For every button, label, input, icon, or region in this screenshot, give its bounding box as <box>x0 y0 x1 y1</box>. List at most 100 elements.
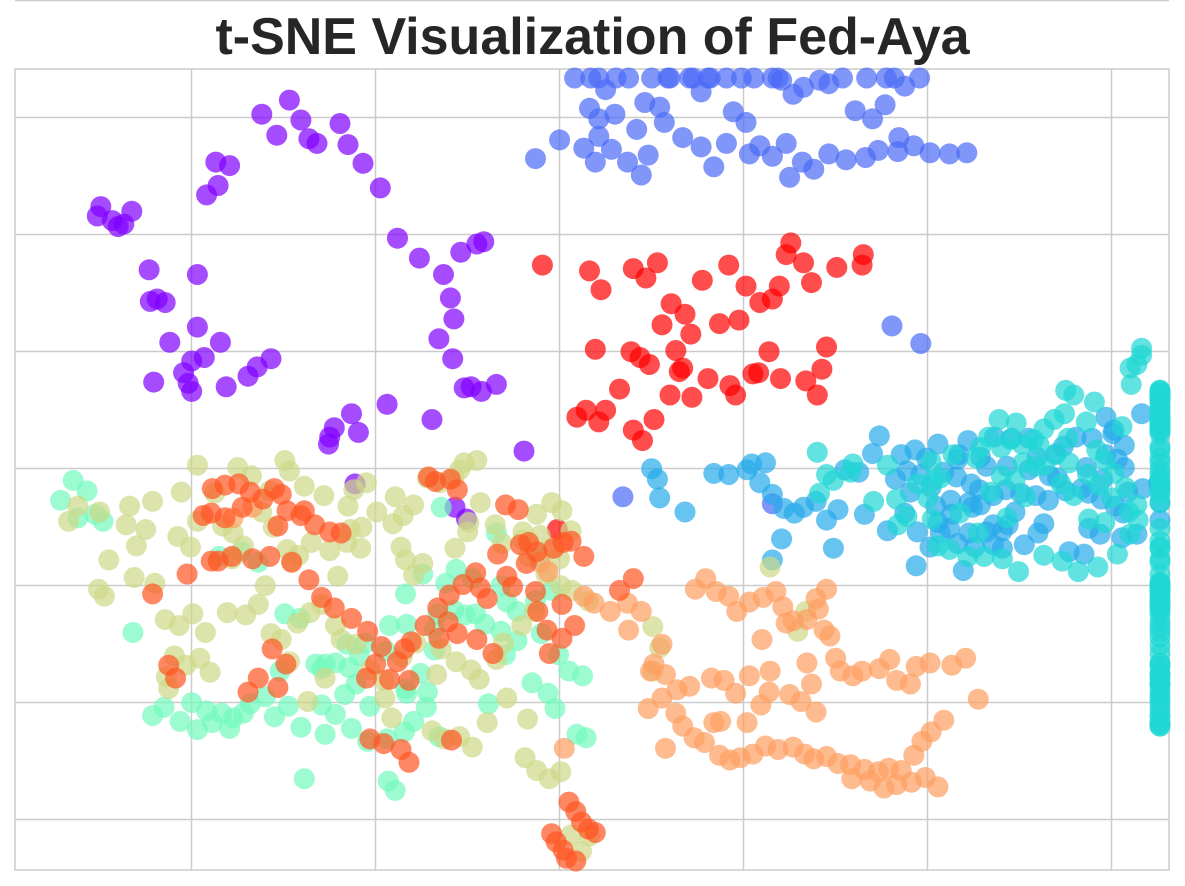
scatter-point <box>142 490 164 512</box>
scatter-point <box>513 440 535 462</box>
scatter-point <box>818 143 840 165</box>
scatter-point <box>461 736 483 758</box>
scatter-point <box>387 227 408 249</box>
scatter-point <box>384 486 406 508</box>
scatter-point <box>485 373 507 395</box>
scatter-point <box>725 384 747 406</box>
scatter-point <box>816 464 837 485</box>
scatter-point <box>293 500 315 522</box>
scatter-point <box>76 480 98 502</box>
scatter-point <box>515 552 537 574</box>
scatter-point <box>927 433 949 455</box>
scatter-point <box>862 108 883 130</box>
scatter-point <box>154 292 176 313</box>
scatter-point <box>444 537 466 559</box>
scatter-point <box>1078 508 1100 530</box>
scatter-point <box>822 537 844 559</box>
scatter-point <box>1131 403 1153 425</box>
scatter-point <box>1013 534 1035 556</box>
scatter-point <box>392 505 414 526</box>
scatter-series-1 <box>525 67 978 515</box>
scatter-point <box>1149 715 1171 737</box>
scatter-point <box>549 129 571 151</box>
scatter-point <box>967 522 989 544</box>
scatter-point <box>381 707 403 729</box>
scatter-point <box>691 269 713 291</box>
scatter-point <box>595 399 617 421</box>
scatter-point <box>537 561 559 583</box>
scatter-point <box>476 712 498 734</box>
scatter-point <box>748 362 770 384</box>
scatter-point <box>795 370 817 392</box>
scatter-point <box>416 681 438 703</box>
scatter-point <box>318 433 339 455</box>
scatter-point <box>186 719 208 741</box>
scatter-point <box>450 241 472 263</box>
scatter-point <box>819 625 841 647</box>
scatter-point <box>841 768 863 790</box>
scatter-point <box>186 264 208 285</box>
scatter-point <box>761 483 783 505</box>
scatter-point <box>323 597 345 619</box>
scatter-point <box>659 384 681 406</box>
scatter-point <box>674 303 696 325</box>
scatter-point <box>433 264 454 285</box>
scatter-point <box>771 528 793 550</box>
scatter-point <box>441 729 462 751</box>
scatter-point <box>1132 478 1154 500</box>
scatter-point <box>267 515 289 537</box>
scatter-point <box>192 505 214 526</box>
scatter-point <box>793 76 814 98</box>
scatter-series-0 <box>531 232 874 540</box>
scatter-point <box>904 439 926 461</box>
scatter-point <box>267 677 289 698</box>
scatter-point <box>89 501 111 523</box>
scatter-point <box>863 490 885 512</box>
scatter-point <box>314 723 336 745</box>
scatter-point <box>939 143 960 165</box>
scatter-point <box>868 425 890 447</box>
scatter-point <box>393 721 415 743</box>
scatter-point <box>507 499 529 521</box>
scatter-point <box>1119 357 1141 379</box>
scatter-point <box>484 514 506 536</box>
scatter-point <box>142 705 164 726</box>
scatter-point <box>352 152 374 174</box>
scatter-point <box>988 409 1010 430</box>
scatter-point <box>186 316 208 338</box>
scatter-point <box>738 665 760 687</box>
scatter-point <box>612 486 634 508</box>
scatter-point <box>209 331 231 353</box>
scatter-point <box>170 481 192 503</box>
scatter-point <box>709 313 730 335</box>
scatter-point <box>313 485 335 507</box>
scatter-point <box>551 500 573 522</box>
scatter-point <box>862 443 883 464</box>
scatter-point <box>181 692 203 714</box>
scatter-point <box>379 668 400 690</box>
chart-title: t-SNE Visualization of Fed-Aya <box>215 8 970 66</box>
scatter-point <box>1050 473 1072 495</box>
scatter-point <box>426 664 448 686</box>
scatter-point <box>414 615 436 636</box>
scatter-point <box>697 67 719 89</box>
scatter-point <box>376 393 398 415</box>
scatter-point <box>125 535 147 557</box>
scatter-point <box>290 109 312 131</box>
scatter-point <box>527 600 549 622</box>
scatter-point <box>143 371 165 393</box>
scatter-point <box>1000 428 1021 450</box>
scatter-point <box>421 409 443 430</box>
scatter-point <box>517 708 538 730</box>
scatter-point <box>690 136 712 158</box>
scatter-series-4 <box>806 337 1171 737</box>
scatter-point <box>314 667 336 689</box>
scatter-point <box>816 578 837 600</box>
scatter-point <box>168 615 190 636</box>
scatter-point <box>393 638 415 660</box>
scatter-point <box>856 67 878 89</box>
scatter-point <box>638 354 660 375</box>
scatter-point <box>215 376 237 398</box>
scatter-point <box>446 623 468 645</box>
scatter-point <box>341 607 362 629</box>
